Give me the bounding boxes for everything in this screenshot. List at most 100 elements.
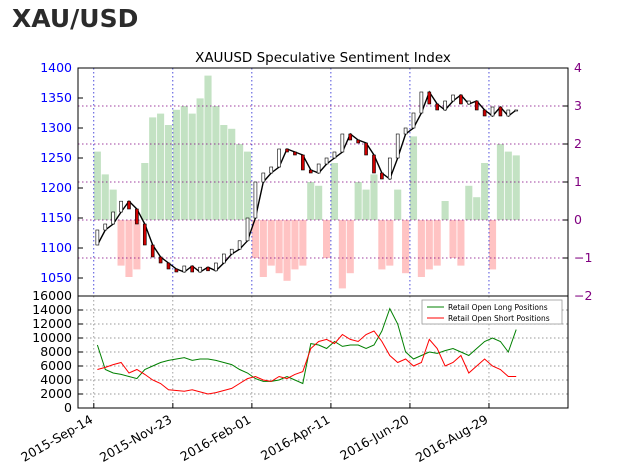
ssi-bar	[496, 144, 504, 220]
positions-line	[96, 307, 517, 385]
ssi-bar	[101, 174, 109, 220]
ssi-bar	[299, 220, 307, 266]
price-candle	[340, 133, 345, 153]
price-candle	[229, 248, 234, 255]
price-candle	[158, 256, 163, 264]
right-tick-label: 4	[574, 60, 582, 75]
legend-label: Retail Open Long Positions	[448, 303, 548, 312]
price-candle	[467, 100, 471, 105]
right-tick-label: −2	[574, 288, 592, 303]
price-candle	[135, 208, 139, 225]
ssi-bar	[291, 220, 299, 270]
x-tick-label: 2015-Sep-14	[18, 412, 95, 465]
ssi-bar	[157, 113, 165, 220]
price-candle	[119, 200, 123, 213]
price-candle	[198, 266, 202, 273]
ssi-bar	[180, 106, 188, 220]
legend-label: Retail Open Short Positions	[448, 314, 550, 323]
ssi-bar	[425, 220, 433, 270]
ssi-bar	[251, 220, 259, 258]
price-candle	[150, 244, 155, 258]
price-candle	[142, 223, 147, 246]
ssi-bar	[212, 106, 220, 220]
left-tick-label: 1350	[40, 90, 72, 105]
ssi-bar	[417, 220, 425, 277]
ssi-bar	[220, 125, 228, 220]
ssi-bar	[370, 174, 378, 220]
sentiment-panel: XAUUSD Speculative Sentiment Index105011…	[40, 50, 592, 303]
ssi-bar	[457, 220, 465, 266]
ssi-bar	[188, 113, 196, 220]
price-candle	[285, 148, 289, 153]
ssi-bar	[149, 117, 157, 220]
price-candle	[174, 268, 179, 273]
left-tick-label: 1250	[40, 150, 72, 165]
ssi-bar	[338, 220, 346, 289]
price-candle	[206, 266, 210, 272]
price-candle	[111, 211, 115, 225]
ssi-bar	[315, 185, 323, 220]
positions-line	[97, 330, 517, 395]
ssi-bar	[512, 155, 520, 220]
price-candle	[482, 109, 487, 117]
x-tick-label: 2016-Jun-20	[337, 412, 411, 463]
price-candle	[190, 265, 195, 273]
ssi-bar	[409, 136, 418, 220]
price-candle	[490, 106, 495, 117]
ssi-bar	[164, 125, 173, 220]
price-candle	[427, 91, 432, 105]
price-candle	[459, 94, 463, 105]
ssi-bar	[267, 220, 275, 266]
ssi-bar	[330, 163, 339, 220]
price-candle	[348, 133, 353, 141]
bottom-tick-label: 2000	[40, 386, 72, 401]
ssi-bar	[275, 220, 283, 274]
bottom-tick-label: 8000	[40, 344, 72, 359]
ssi-bar	[465, 185, 473, 220]
ssi-bar	[228, 128, 236, 220]
x-tick-label: 2016-Apr-11	[258, 412, 332, 464]
bottom-tick-label: 10000	[32, 330, 72, 345]
ssi-bar	[481, 163, 489, 220]
left-tick-label: 1150	[40, 210, 72, 225]
x-tick-label: 2015-Nov-23	[97, 412, 174, 465]
price-candle	[498, 106, 503, 117]
price-candle	[127, 200, 131, 210]
right-tick-label: 0	[574, 212, 582, 227]
price-candle	[253, 181, 258, 219]
price-candle	[166, 262, 171, 270]
ssi-bar	[378, 220, 386, 270]
price-candle	[316, 163, 321, 174]
price-candle	[372, 154, 376, 174]
ssi-bar	[346, 220, 354, 274]
price-candle	[214, 262, 218, 272]
ssi-bar	[196, 98, 204, 220]
price-candle	[237, 240, 242, 250]
ssi-bar	[133, 220, 141, 270]
ssi-bar	[243, 151, 252, 220]
x-tick-label: 2016-Feb-01	[178, 412, 254, 464]
legend-box	[421, 299, 563, 325]
ssi-bar	[109, 189, 117, 220]
left-tick-label: 1100	[40, 240, 72, 255]
bottom-tick-label: 16000	[32, 288, 72, 303]
price-candle	[364, 142, 368, 156]
price-candle	[443, 100, 447, 111]
ssi-bar	[441, 201, 449, 220]
right-tick-label: 1	[574, 174, 582, 189]
ssi-bar	[172, 109, 180, 220]
price-candle	[474, 100, 479, 111]
bottom-tick-label: 0	[64, 400, 72, 415]
price-candle	[506, 109, 511, 117]
price-candle	[403, 127, 408, 135]
price-candle	[269, 166, 274, 174]
price-candle	[245, 217, 250, 242]
bottom-tick-label: 4000	[40, 372, 72, 387]
left-tick-label: 1400	[40, 60, 72, 75]
price-candle	[103, 223, 108, 231]
ssi-bar	[117, 220, 125, 266]
left-tick-label: 1200	[40, 180, 72, 195]
x-tick-label: 2016-Aug-29	[413, 412, 491, 465]
ssi-bar	[93, 151, 101, 220]
